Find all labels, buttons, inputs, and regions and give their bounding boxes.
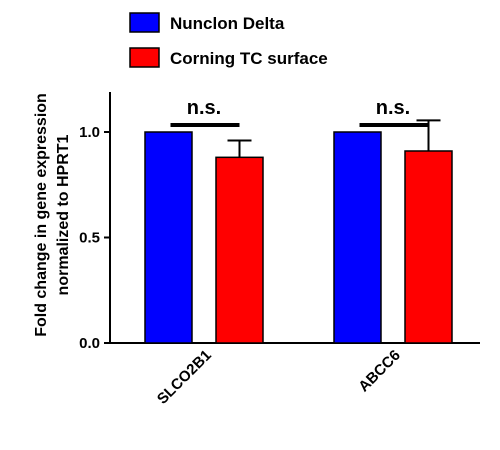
bar-corning-tc-surface-slco2b1	[215, 156, 264, 344]
bar-nunclon-delta-slco2b1	[144, 131, 193, 344]
y-tick-label: 0.0	[79, 335, 100, 352]
y-axis-ticks: 0.0 0.5 1.0	[79, 124, 110, 352]
significance-annotations: n.s. n.s.	[170, 97, 429, 127]
category-labels: SLCO2B1 ABCC6	[154, 347, 404, 408]
legend-label-nunclon-delta: Nunclon Delta	[170, 14, 285, 33]
y-axis-label-line2: normalized to HPRT1	[55, 134, 72, 295]
legend-swatch-corning-tc-surface	[129, 47, 160, 68]
legend-label-corning-tc-surface: Corning TC surface	[170, 49, 328, 68]
y-tick-label: 0.5	[79, 230, 100, 247]
category-label-abcc6: ABCC6	[355, 347, 404, 396]
significance-label: n.s.	[376, 97, 410, 119]
bar-nunclon-delta-abcc6	[333, 131, 382, 344]
legend-swatch-nunclon-delta	[129, 12, 160, 33]
y-axis-label-line1: Fold change in gene expression	[33, 93, 50, 337]
bar-corning-tc-surface-abcc6	[404, 150, 453, 344]
y-axis-label: Fold change in gene expression normalize…	[33, 93, 72, 337]
y-tick-label: 1.0	[79, 124, 100, 141]
category-label-slco2b1: SLCO2B1	[154, 347, 215, 408]
legend: Nunclon Delta Corning TC surface	[129, 12, 328, 68]
bars-group	[144, 119, 453, 344]
significance-label: n.s.	[187, 97, 221, 119]
